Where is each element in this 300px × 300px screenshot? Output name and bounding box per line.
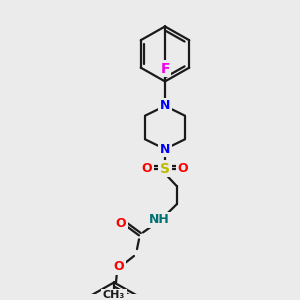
Text: CH₃: CH₃ [103,290,125,300]
Text: O: O [116,217,126,230]
Text: O: O [178,162,188,175]
Text: O: O [114,260,124,273]
Text: N: N [160,142,170,156]
Text: N: N [160,99,170,112]
Text: NH: NH [148,213,170,226]
Text: O: O [142,162,152,175]
Text: F: F [160,62,170,76]
Text: S: S [160,162,170,176]
